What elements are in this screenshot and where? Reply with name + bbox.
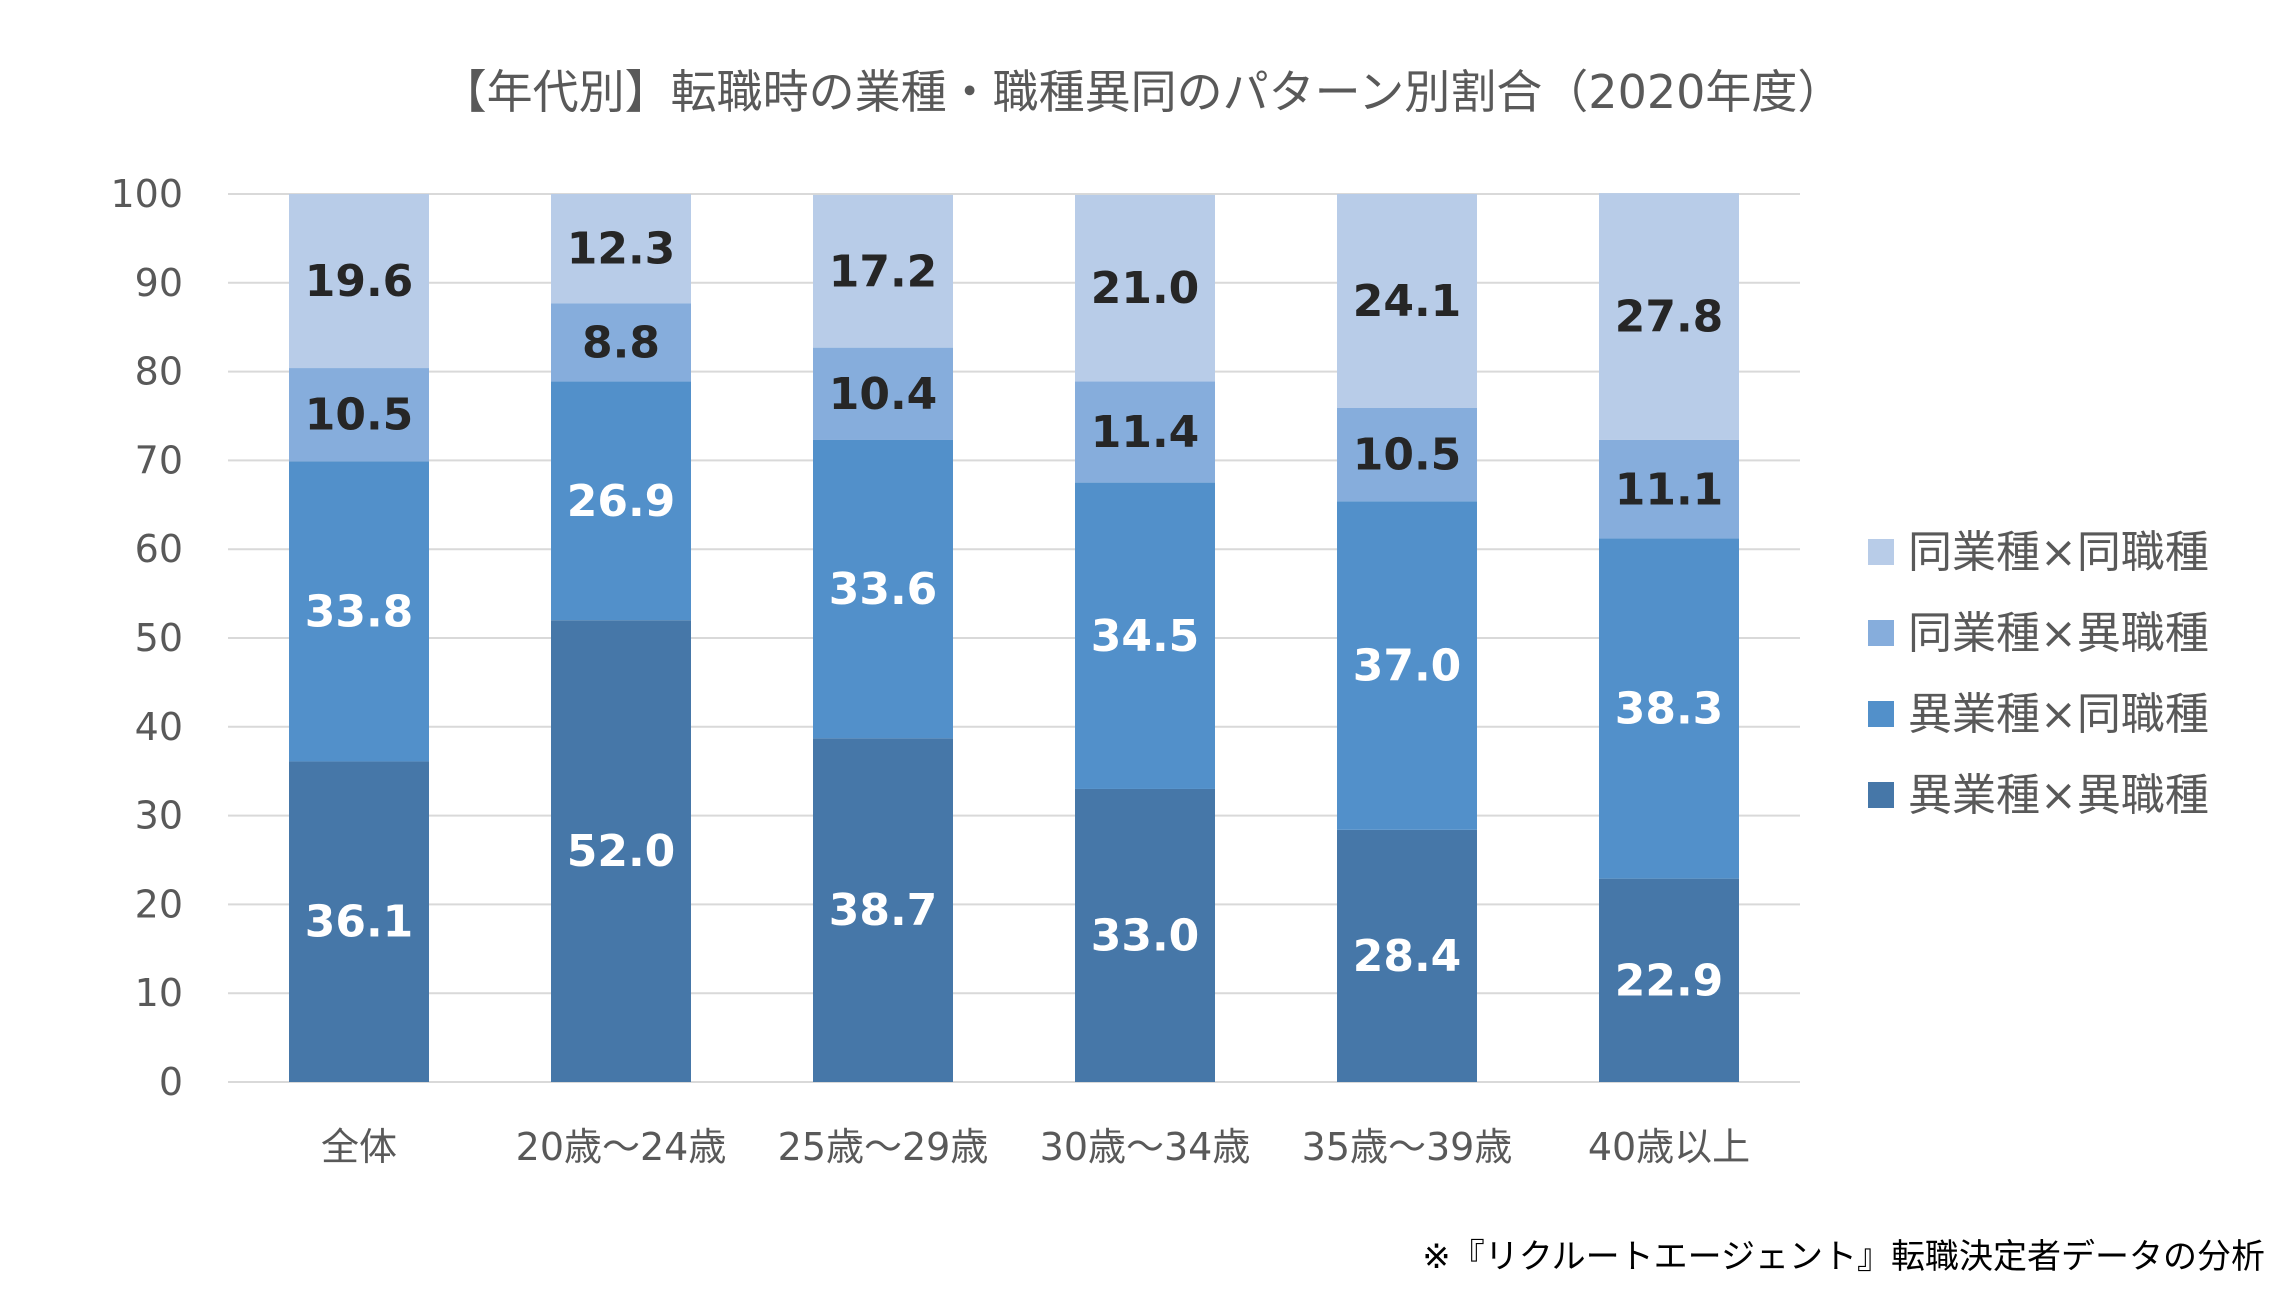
bar-value-label: 27.8 [1615,292,1724,343]
bar-value-label: 28.4 [1353,931,1462,982]
bar-value-label: 34.5 [1091,611,1200,662]
bar-value-label: 8.8 [582,317,660,368]
y-tick-label: 90 [135,261,183,305]
bar-segment [289,761,429,1082]
x-category-label: 35歳～39歳 [1302,1125,1513,1169]
bar-segment [1075,381,1215,483]
y-tick-label: 0 [159,1060,183,1104]
bar-value-label: 33.8 [305,586,414,637]
bar-segment [551,381,691,621]
bar-segment [1337,408,1477,502]
bar-value-label: 36.1 [305,897,414,948]
bar-value-label: 19.6 [305,256,414,307]
legend-swatch [1868,782,1894,808]
bar-value-label: 17.2 [829,246,938,297]
bar-segment [289,368,429,462]
y-tick-label: 60 [135,527,183,571]
legend-swatch [1868,701,1894,727]
bar-segment [1599,439,1739,539]
bar-value-label: 10.5 [1353,430,1462,481]
legend-label: 同業種×異職種 [1908,608,2209,659]
bar-value-label: 33.6 [829,564,938,615]
bar-segment [289,461,429,762]
bar-segment [1337,829,1477,1082]
bar-value-label: 24.1 [1353,276,1462,327]
x-category-label: 20歳～24歳 [516,1125,727,1169]
x-category-label: 25歳～29歳 [778,1125,989,1169]
y-tick-label: 80 [135,350,183,394]
bar-segment [551,194,691,304]
source-note: ※『リクルートエージェント』転職決定者データの分析 [1422,1237,2265,1277]
bar-segment [1075,788,1215,1082]
y-tick-label: 50 [135,616,183,660]
legend-swatch [1868,620,1894,646]
y-tick-label: 30 [135,794,183,838]
bar-segment [813,439,953,739]
y-tick-label: 70 [135,438,183,482]
bars [289,193,1739,1082]
bar-segment [1075,482,1215,789]
x-category-label: 全体 [321,1125,397,1169]
bar-value-label: 11.4 [1091,407,1200,458]
x-category-label: 40歳以上 [1588,1125,1750,1169]
bar-segment [551,303,691,382]
bar-value-label: 21.0 [1091,263,1200,314]
bar-value-label: 11.1 [1615,464,1724,515]
bar-segment [551,620,691,1082]
bar-segment [1075,194,1215,382]
value-labels: 36.1 33.8 10.5 19.6 52.0 26.9 8.8 12.3 38.7 33.6 1… [305,224,1724,1007]
bar-segment [813,738,953,1082]
bar-value-label: 38.7 [829,885,938,936]
legend-swatch [1868,539,1894,565]
y-tick-label: 10 [135,971,183,1015]
y-tick-label: 100 [110,172,183,216]
bar-value-label: 10.5 [305,390,414,441]
bar-segment [813,194,953,348]
y-axis-ticks: 0 10 20 30 40 50 60 70 80 90 100 [110,172,183,1104]
legend-label: 異業種×同職種 [1908,689,2209,740]
bar-segment [289,194,429,369]
gridlines [228,193,1800,1083]
x-axis-categories: 全体 20歳～24歳 25歳～29歳 30歳～34歳 35歳～39歳 40歳以上 [321,1125,1750,1169]
bar-segment [1599,538,1739,879]
bar-value-label: 37.0 [1353,641,1462,692]
bar-value-label: 33.0 [1091,910,1200,961]
legend-label: 異業種×異職種 [1908,770,2209,821]
bar-segment [1337,194,1477,409]
bar-value-label: 52.0 [567,826,676,877]
y-tick-label: 40 [135,705,183,749]
bar-value-label: 10.4 [829,369,938,420]
bar-value-label: 22.9 [1615,955,1724,1006]
chart-title: 【年代別】転職時の業種・職種異同のパターン別割合（2020年度） [441,65,1844,119]
y-tick-label: 20 [135,882,183,926]
bar-segment [1337,501,1477,830]
bar-value-label: 12.3 [567,224,676,275]
bar-segment [1599,878,1739,1082]
bar-segment [813,347,953,440]
legend-label: 同業種×同職種 [1908,527,2209,578]
x-category-label: 30歳～34歳 [1040,1125,1251,1169]
bar-value-label: 38.3 [1615,684,1724,735]
bar-segment [1599,193,1739,440]
bar-value-label: 26.9 [567,476,676,527]
